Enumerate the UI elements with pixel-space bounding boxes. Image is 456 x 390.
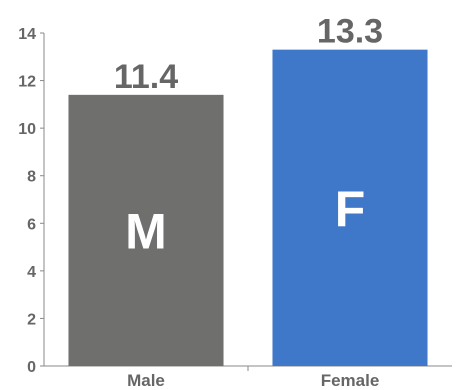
category-label: Male (127, 371, 165, 390)
bar-letter-label: F (335, 181, 366, 237)
value-label: 11.4 (114, 58, 178, 96)
x-axis: Male Female (44, 365, 452, 390)
bar-letter-label: M (125, 203, 167, 259)
category-label: Female (321, 371, 380, 390)
bar-female (272, 49, 428, 367)
y-tick-label: 0 (27, 359, 36, 376)
y-tick-label: 8 (27, 169, 36, 186)
bars: M 11.4 F 13.3 (68, 13, 428, 367)
y-tick-label: 12 (18, 74, 36, 91)
value-label: 13.3 (317, 13, 383, 51)
y-tick-label: 14 (18, 26, 36, 43)
y-tick-label: 6 (27, 216, 36, 233)
bar-male (68, 94, 224, 366)
y-tick-label: 4 (27, 264, 36, 281)
y-tick-label: 10 (18, 121, 36, 138)
y-tick-label: 2 (27, 311, 36, 328)
y-axis: 0 2 4 6 8 10 12 14 (18, 26, 45, 376)
